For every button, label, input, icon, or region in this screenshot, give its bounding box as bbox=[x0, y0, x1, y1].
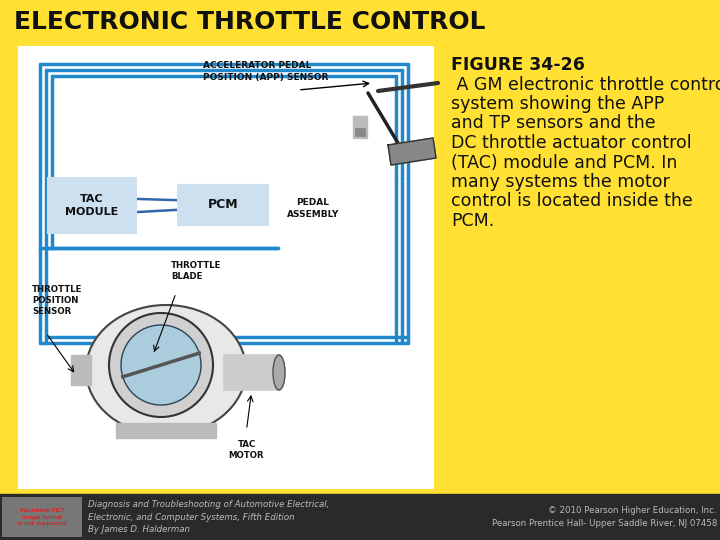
Text: and TP sensors and the: and TP sensors and the bbox=[451, 114, 656, 132]
Bar bbox=[178, 185, 268, 225]
Bar bbox=[18, 46, 433, 488]
Bar bbox=[2, 497, 82, 537]
Text: TAC
MOTOR: TAC MOTOR bbox=[229, 440, 264, 460]
Text: PEDAL
ASSEMBLY: PEDAL ASSEMBLY bbox=[287, 198, 339, 219]
Circle shape bbox=[121, 325, 201, 405]
Text: © 2010 Pearson Higher Education, Inc.
Pearson Prentice Hall- Upper Saddle River,: © 2010 Pearson Higher Education, Inc. Pe… bbox=[492, 506, 717, 528]
Bar bbox=[0, 494, 720, 540]
Text: THROTTLE
BLADE: THROTTLE BLADE bbox=[171, 261, 221, 281]
Text: system showing the APP: system showing the APP bbox=[451, 95, 665, 113]
Text: TAC
MODULE: TAC MODULE bbox=[66, 194, 119, 217]
Text: THROTTLE
POSITION
SENSOR: THROTTLE POSITION SENSOR bbox=[32, 285, 82, 316]
Text: ACCELERATOR PEDAL
POSITION (APP) SENSOR: ACCELERATOR PEDAL POSITION (APP) SENSOR bbox=[203, 61, 328, 82]
Text: DC throttle actuator control: DC throttle actuator control bbox=[451, 134, 692, 152]
Bar bbox=[71, 355, 91, 385]
Bar bbox=[353, 116, 367, 138]
Text: PCM: PCM bbox=[207, 199, 238, 212]
Text: Diagnosis and Troubleshooting of Automotive Electrical,
Electronic, and Computer: Diagnosis and Troubleshooting of Automot… bbox=[88, 500, 329, 535]
Text: A GM electronic throttle control: A GM electronic throttle control bbox=[451, 76, 720, 93]
Ellipse shape bbox=[86, 305, 246, 435]
Circle shape bbox=[109, 313, 213, 417]
Text: (TAC) module and PCM. In: (TAC) module and PCM. In bbox=[451, 153, 678, 172]
Text: PCM.: PCM. bbox=[451, 212, 494, 230]
Polygon shape bbox=[388, 138, 436, 165]
Bar bbox=[224, 355, 279, 390]
Bar bbox=[116, 423, 216, 438]
Text: control is located inside the: control is located inside the bbox=[451, 192, 693, 211]
Text: many systems the motor: many systems the motor bbox=[451, 173, 670, 191]
Bar bbox=[48, 178, 136, 233]
Text: FIGURE 34-26: FIGURE 34-26 bbox=[451, 56, 585, 74]
Text: ELECTRONIC THROTTLE CONTROL: ELECTRONIC THROTTLE CONTROL bbox=[14, 10, 485, 34]
Bar bbox=[355, 128, 365, 136]
Ellipse shape bbox=[273, 355, 285, 390]
Text: Macintosh PICT
Image format
is not supported: Macintosh PICT Image format is not suppo… bbox=[18, 508, 66, 526]
